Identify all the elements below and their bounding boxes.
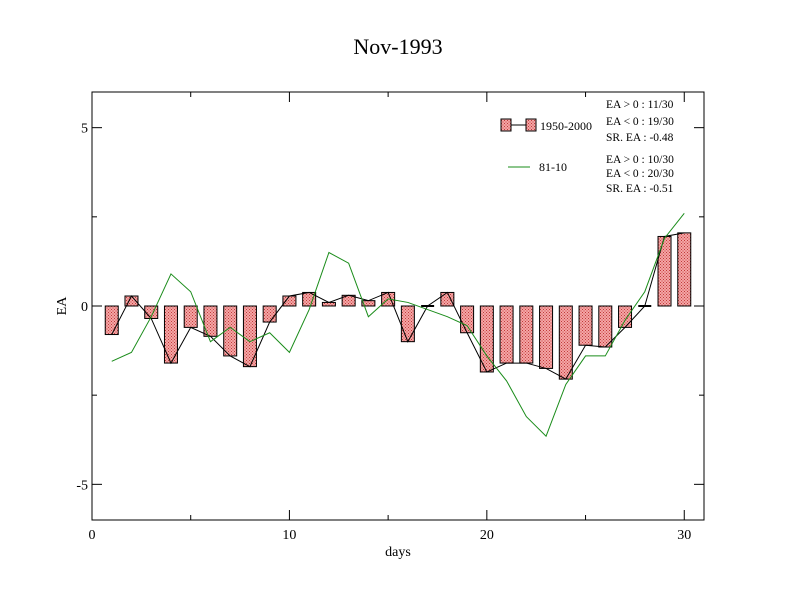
y-tick-label: 5 [81,122,88,137]
bar [598,305,613,348]
y-tick-label: -5 [76,478,88,493]
bar [400,305,415,343]
chart-title: Nov-1993 [353,34,442,59]
tick-labels: 0 10 20 30 -5 0 5 [76,122,691,543]
legend-item-bar: 1950-2000 [500,118,592,133]
bar [262,305,277,323]
legend-bar-swatch-left [500,118,512,132]
bar [282,295,297,307]
legend-stats-1950-2000: EA > 0 : 11/30 EA < 0 : 19/30 SR. EA : -… [606,99,674,144]
stat-sr-ea-1: SR. EA : -0.48 [606,132,674,144]
line-series [111,212,685,438]
axis-ticks [91,92,704,520]
legend-label-81-10: 81-10 [539,160,567,174]
bar [203,305,218,337]
legend-stats-81-10: EA > 0 : 10/30 EA < 0 : 20/30 SR. EA : -… [606,154,674,195]
bar-series-line [111,232,685,380]
x-tick-label: 20 [480,528,494,543]
bar [104,305,119,336]
bar [321,301,336,307]
y-axis-label: EA [55,296,70,316]
stat-ea-negative-1: EA < 0 : 19/30 [606,116,674,128]
bar [657,235,672,307]
x-tick-label: 30 [677,528,691,543]
bar [440,291,455,307]
legend-bar-swatch-right [525,118,537,132]
stat-ea-negative-2: EA < 0 : 20/30 [606,168,674,180]
y-tick-label: 0 [81,300,88,315]
stat-ea-positive-2: EA > 0 : 10/30 [606,154,674,166]
legend: 1950-2000 81-10 EA > 0 : 11/30 EA < 0 : … [500,99,674,195]
bar [618,305,633,328]
bar [578,305,593,346]
bar [460,305,475,334]
x-tick-label: 0 [89,528,96,543]
stat-ea-positive-1: EA > 0 : 11/30 [606,99,674,111]
bar [183,305,198,328]
stat-sr-ea-2: SR. EA : -0.51 [606,183,674,195]
x-tick-label: 10 [282,528,296,543]
bar [499,305,514,364]
bar-series [104,232,692,380]
bar [539,305,554,369]
bar [677,232,692,307]
series-line-81-10 [111,212,685,438]
bar [558,305,573,380]
x-axis-label: days [385,545,411,560]
bar [519,305,534,364]
legend-label-1950-2000: 1950-2000 [540,119,592,133]
legend-item-line: 81-10 [508,160,567,174]
